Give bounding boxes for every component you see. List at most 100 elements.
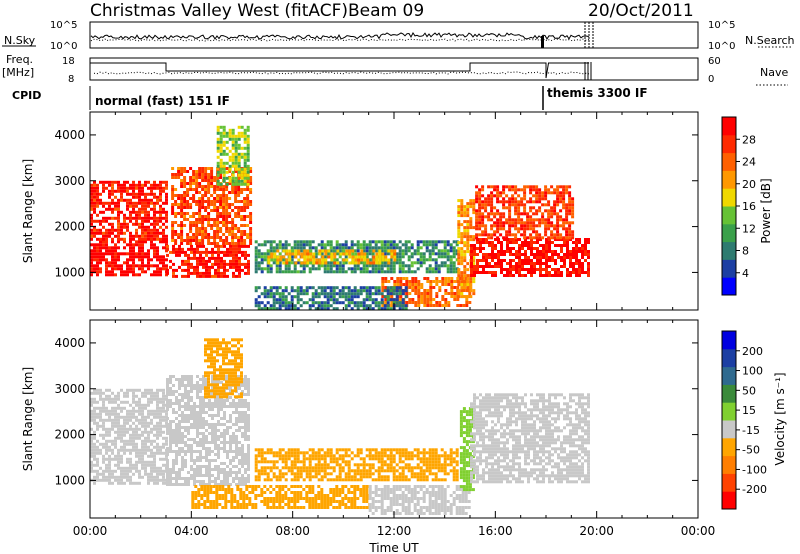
heatmap-cell xyxy=(338,261,342,265)
heatmap-cell xyxy=(460,223,464,227)
heatmap-cell xyxy=(241,420,244,423)
heatmap-cell xyxy=(485,265,488,268)
heatmap-cell xyxy=(244,399,247,402)
heatmap-cell xyxy=(192,194,196,197)
heatmap-cell xyxy=(463,265,467,269)
heatmap-cell xyxy=(238,402,241,405)
heatmap-cell xyxy=(175,423,178,426)
heatmap-cell xyxy=(180,230,184,233)
heatmap-cell xyxy=(357,258,361,262)
heatmap-cell xyxy=(284,295,288,299)
heatmap-cell xyxy=(96,264,99,268)
heatmap-cell xyxy=(496,209,500,213)
heatmap-cell xyxy=(363,252,367,256)
heatmap-cell xyxy=(393,255,397,259)
heatmap-cell xyxy=(198,218,202,221)
heatmap-cell xyxy=(222,233,226,236)
heatmap-cell xyxy=(529,233,533,237)
heatmap-cell xyxy=(308,298,312,302)
heatmap-cell xyxy=(123,183,126,187)
heatmap-cell xyxy=(126,180,129,184)
heatmap-cell xyxy=(384,255,388,259)
heatmap-cell xyxy=(213,362,216,366)
heatmap-cell xyxy=(123,475,126,479)
heatmap-cell xyxy=(320,301,324,305)
heatmap-cell xyxy=(312,252,316,256)
heatmap-cell xyxy=(544,185,548,189)
heatmap-cell xyxy=(526,221,530,225)
heatmap-cell xyxy=(452,252,456,256)
heatmap-cell xyxy=(496,194,500,198)
heatmap-cell xyxy=(290,255,294,259)
heatmap-cell xyxy=(123,273,126,277)
heatmap-cell xyxy=(198,197,202,200)
heatmap-cell xyxy=(126,267,129,271)
heatmap-cell xyxy=(281,243,285,247)
heatmap-cell xyxy=(153,273,156,277)
heatmap-cell xyxy=(417,292,421,295)
heatmap-cell xyxy=(293,289,297,293)
heatmap-cell xyxy=(351,258,355,262)
heatmap-cell xyxy=(429,286,433,289)
heatmap-cell xyxy=(223,411,226,414)
heatmap-cell xyxy=(532,206,536,210)
heatmap-cell xyxy=(450,289,454,292)
heatmap-cell xyxy=(426,301,430,304)
heatmap-cell xyxy=(472,208,476,212)
heatmap-cell xyxy=(269,249,273,253)
heatmap-cell xyxy=(153,427,156,431)
heatmap-cell xyxy=(426,277,430,280)
heatmap-cell xyxy=(493,206,497,210)
heatmap-cell xyxy=(392,246,396,250)
heatmap-cell xyxy=(129,478,132,482)
heatmap-cell xyxy=(330,258,334,262)
heatmap-cell xyxy=(220,447,223,450)
heatmap-cell xyxy=(434,240,438,244)
heatmap-cell xyxy=(460,205,464,209)
heatmap-cell xyxy=(266,295,270,299)
heatmap-cell xyxy=(132,448,135,452)
heatmap-cell xyxy=(235,262,238,266)
heatmap-cell xyxy=(374,243,378,247)
heatmap-cell xyxy=(147,192,150,196)
heatmap-cell xyxy=(138,433,141,437)
heatmap-cell xyxy=(299,304,303,308)
heatmap-cell xyxy=(90,231,93,235)
heatmap-cell xyxy=(312,258,316,262)
heatmap-cell xyxy=(172,271,175,275)
heatmap-cell xyxy=(129,231,132,235)
heatmap-cell xyxy=(192,197,196,200)
heatmap-cell xyxy=(162,457,165,461)
heatmap-cell xyxy=(566,274,569,277)
heatmap-cell xyxy=(508,212,512,216)
heatmap-cell xyxy=(190,408,193,411)
heatmap-cell xyxy=(240,215,244,218)
heatmap-cell xyxy=(184,444,187,447)
heatmap-cell xyxy=(362,243,366,247)
heatmap-cell xyxy=(335,252,339,256)
heatmap-cell xyxy=(93,469,96,473)
heatmap-cell xyxy=(535,212,539,216)
heatmap-cell xyxy=(114,436,117,440)
heatmap-cell xyxy=(99,442,102,446)
heatmap-cell xyxy=(514,224,518,228)
heatmap-cell xyxy=(505,185,509,189)
heatmap-cell xyxy=(299,240,303,244)
heatmap-cell xyxy=(431,270,435,274)
heatmap-cell xyxy=(159,198,162,202)
heatmap-cell xyxy=(377,264,381,268)
heatmap-cell xyxy=(120,252,123,256)
heatmap-cell xyxy=(210,182,214,185)
heatmap-cell xyxy=(469,283,473,287)
heatmap-cell xyxy=(208,465,211,468)
heatmap-cell xyxy=(114,228,117,232)
heatmap-cell xyxy=(563,259,566,262)
heatmap-cell xyxy=(132,439,135,443)
heatmap-cell xyxy=(93,421,96,425)
heatmap-cell xyxy=(123,225,126,229)
heatmap-cell xyxy=(279,258,283,262)
heatmap-cell xyxy=(374,301,378,305)
heatmap-cell xyxy=(422,243,426,247)
heatmap-cell xyxy=(108,201,111,205)
heatmap-cell xyxy=(247,453,250,456)
